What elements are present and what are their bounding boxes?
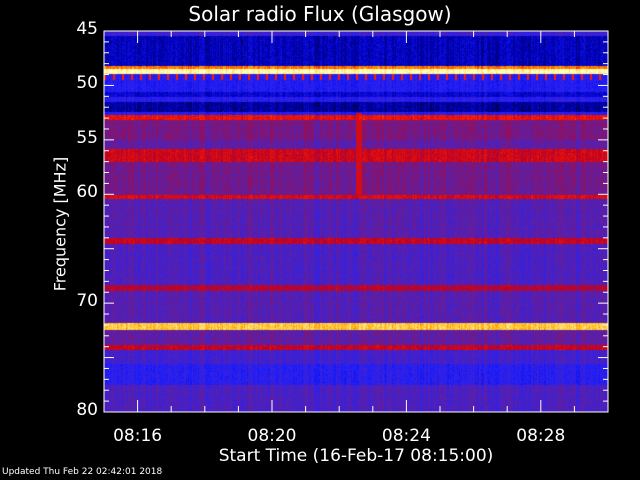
x-tick-label: 08:28 [516, 426, 566, 446]
y-tick-label: 60 [76, 182, 98, 203]
y-tick-label: 70 [76, 291, 98, 312]
y-tick-label: 45 [76, 19, 98, 39]
spectrogram [104, 31, 608, 412]
chart-title: Solar radio Flux (Glasgow) [188, 2, 452, 26]
y-tick-label: 50 [76, 73, 98, 94]
x-axis-label: Start Time (16-Feb-17 08:15:00) [218, 446, 494, 466]
x-tick-label: 08:24 [381, 426, 431, 446]
updated-timestamp: Updated Thu Feb 22 02:42:01 2018 [2, 467, 163, 477]
y-axis-label: Frequency [MHz] [50, 156, 70, 292]
x-tick-label: 08:20 [247, 426, 297, 446]
plot-frame [103, 30, 609, 413]
x-tick-label: 08:16 [113, 426, 163, 446]
y-tick-label: 55 [76, 127, 98, 148]
y-tick-label: 80 [76, 400, 98, 420]
